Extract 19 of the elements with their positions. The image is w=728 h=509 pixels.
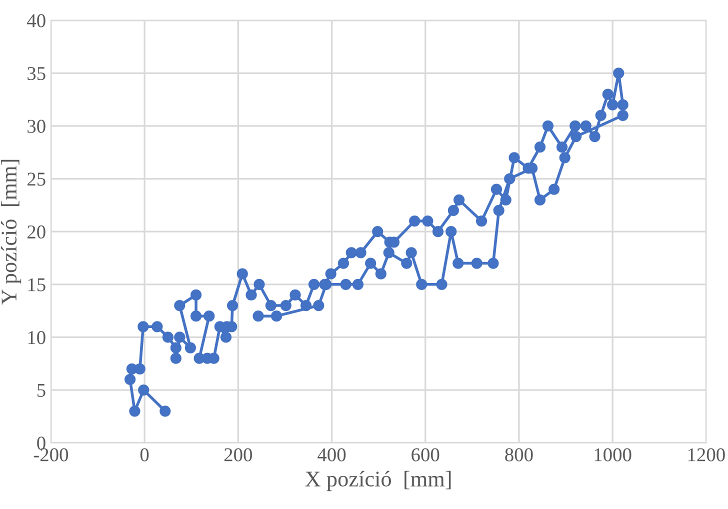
x-tick-label: 1000: [594, 448, 632, 462]
x-tick-label: 400: [318, 448, 346, 462]
y-tick-label: 5: [38, 384, 46, 397]
y-tick-label: 30: [28, 120, 46, 133]
y-axis-title: Y pozíció [mm]: [0, 160, 22, 305]
y-tick-label: 40: [27, 14, 46, 28]
y-tick-label: 10: [28, 331, 46, 344]
x-tick-label: 800: [505, 448, 533, 462]
x-tick-label: 600: [412, 448, 440, 462]
y-tick-label: 15: [28, 278, 46, 292]
x-tick-label: 0: [140, 448, 149, 462]
x-tick-label: 1200: [688, 448, 725, 462]
y-tick-label: 20: [28, 225, 46, 239]
y-tick-label: 35: [28, 67, 46, 80]
y-tick-label: 0: [37, 436, 46, 450]
x-axis-title: X pozíció [mm]: [305, 470, 451, 492]
x-tick-label: -200: [34, 448, 68, 462]
y-tick-label: 25: [28, 172, 46, 186]
x-tick-label: 200: [224, 448, 252, 462]
